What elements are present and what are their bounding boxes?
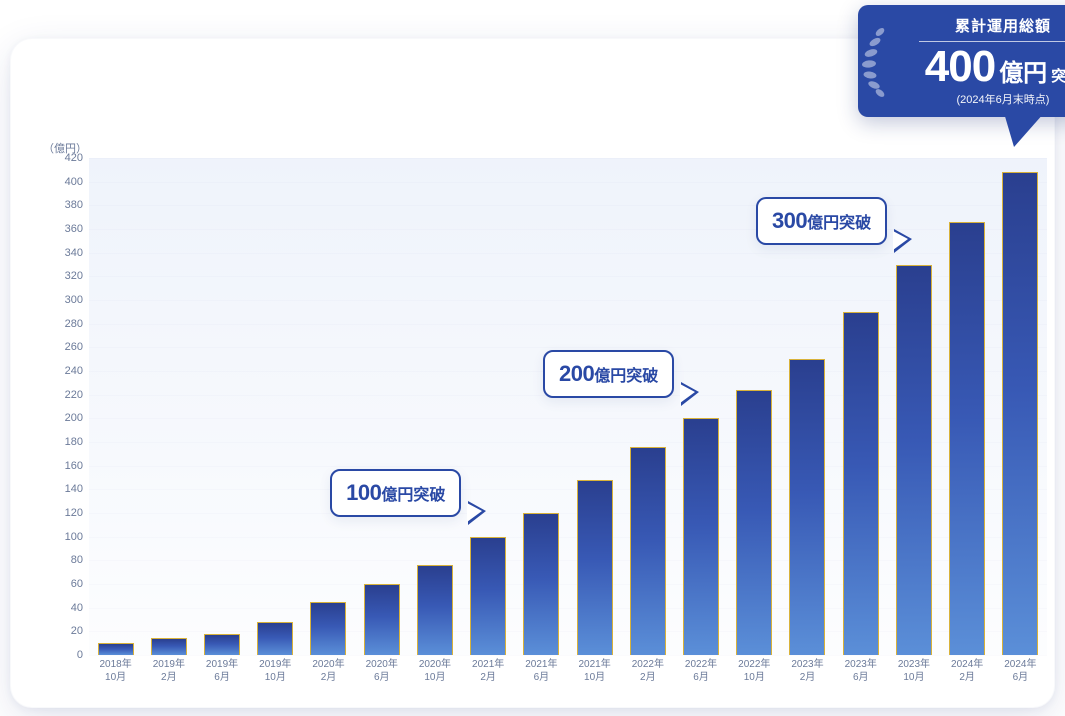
x-tick-label: 2020年2月	[312, 659, 344, 684]
bar	[470, 537, 506, 655]
y-tick-label: 100	[65, 531, 83, 543]
bar	[789, 359, 825, 655]
milestone-rest: 億円突破	[594, 368, 658, 385]
bar-slot: 2024年2月	[941, 158, 994, 655]
bar	[577, 480, 613, 655]
y-tick-label: 80	[71, 554, 83, 566]
badge-note: (2024年6月末時点)	[898, 91, 1065, 107]
badge-number: 400	[925, 42, 995, 91]
bar	[843, 312, 879, 655]
bar	[736, 390, 772, 655]
badge-tail	[1004, 113, 1044, 147]
bar	[364, 584, 400, 655]
bar-slot: 2021年2月	[462, 158, 515, 655]
bar-slot: 2021年6月	[515, 158, 568, 655]
bar-slot: 2021年10月	[568, 158, 621, 655]
x-tick-label: 2023年10月	[898, 659, 930, 684]
bar-slot: 2019年6月	[195, 158, 248, 655]
y-tick-label: 260	[65, 341, 83, 353]
x-tick-label: 2022年6月	[685, 659, 717, 684]
bar	[417, 565, 453, 655]
bar	[630, 447, 666, 655]
badge-main-line: 400億円突破	[898, 45, 1065, 89]
y-tick-label: 280	[65, 318, 83, 330]
y-tick-label: 20	[71, 625, 83, 637]
y-tick-label: 360	[65, 223, 83, 235]
y-tick-label: 220	[65, 389, 83, 401]
bar-slot: 2024年6月	[994, 158, 1047, 655]
y-tick-label: 120	[65, 507, 83, 519]
bar-slot: 2020年10月	[408, 158, 461, 655]
x-tick-label: 2022年10月	[738, 659, 770, 684]
bar	[1002, 172, 1038, 655]
x-tick-label: 2019年6月	[206, 659, 238, 684]
bar	[949, 222, 985, 655]
y-tick-label: 320	[65, 270, 83, 282]
x-tick-label: 2024年2月	[951, 659, 983, 684]
chart-card: （億円） 02040608010012014016018020022024026…	[10, 38, 1055, 708]
x-tick-label: 2020年6月	[366, 659, 398, 684]
x-tick-label: 2021年2月	[472, 659, 504, 684]
y-tick-label: 300	[65, 294, 83, 306]
y-tick-label: 340	[65, 247, 83, 259]
milestone-rest: 億円突破	[807, 215, 871, 232]
milestone-bubble: 100億円突破	[330, 469, 461, 517]
chart-plot-area: （億円） 02040608010012014016018020022024026…	[89, 158, 1047, 655]
bar-slot: 2018年10月	[89, 158, 142, 655]
x-tick-label: 2021年6月	[525, 659, 557, 684]
bar-slot: 2022年2月	[621, 158, 674, 655]
milestone-number: 100	[346, 480, 381, 505]
bar-slot: 2019年2月	[142, 158, 195, 655]
y-tick-label: 60	[71, 578, 83, 590]
summary-badge: 累計運用総額 400億円突破 (2024年6月末時点)	[858, 5, 1065, 117]
x-tick-label: 2022年2月	[632, 659, 664, 684]
y-tick-label: 140	[65, 483, 83, 495]
y-tick-label: 200	[65, 412, 83, 424]
x-tick-label: 2019年2月	[153, 659, 185, 684]
bar-slot: 2019年10月	[249, 158, 302, 655]
badge-oku: 億円	[999, 60, 1047, 87]
milestone-bubble: 200億円突破	[543, 350, 674, 398]
y-tick-label: 380	[65, 199, 83, 211]
bar	[98, 643, 134, 655]
x-tick-label: 2018年10月	[99, 659, 131, 684]
y-tick-label: 400	[65, 176, 83, 188]
milestone-number: 200	[559, 361, 594, 386]
badge-title: 累計運用総額	[898, 15, 1065, 36]
y-tick-label: 420	[65, 152, 83, 164]
x-tick-label: 2023年2月	[791, 659, 823, 684]
bar	[523, 513, 559, 655]
y-tick-label: 180	[65, 436, 83, 448]
y-tick-label: 0	[77, 649, 83, 661]
milestone-bubble: 300億円突破	[756, 197, 887, 245]
y-tick-label: 160	[65, 460, 83, 472]
y-tick-label: 240	[65, 365, 83, 377]
bar	[683, 418, 719, 655]
bar	[310, 602, 346, 655]
x-tick-label: 2019年10月	[259, 659, 291, 684]
badge-toppa: 突破	[1051, 68, 1065, 85]
y-tick-label: 40	[71, 602, 83, 614]
bar-slot: 2022年6月	[674, 158, 727, 655]
x-tick-label: 2023年6月	[845, 659, 877, 684]
bar-slot: 2020年2月	[302, 158, 355, 655]
x-tick-label: 2020年10月	[419, 659, 451, 684]
bar-slot: 2020年6月	[355, 158, 408, 655]
laurel-left-icon	[856, 22, 890, 100]
bar	[896, 265, 932, 656]
bar	[257, 622, 293, 655]
milestone-rest: 億円突破	[381, 487, 445, 504]
bar	[204, 634, 240, 655]
milestone-number: 300	[772, 208, 807, 233]
gridline	[89, 655, 1047, 656]
bar	[151, 638, 187, 655]
x-tick-label: 2021年10月	[578, 659, 610, 684]
x-tick-label: 2024年6月	[1004, 659, 1036, 684]
